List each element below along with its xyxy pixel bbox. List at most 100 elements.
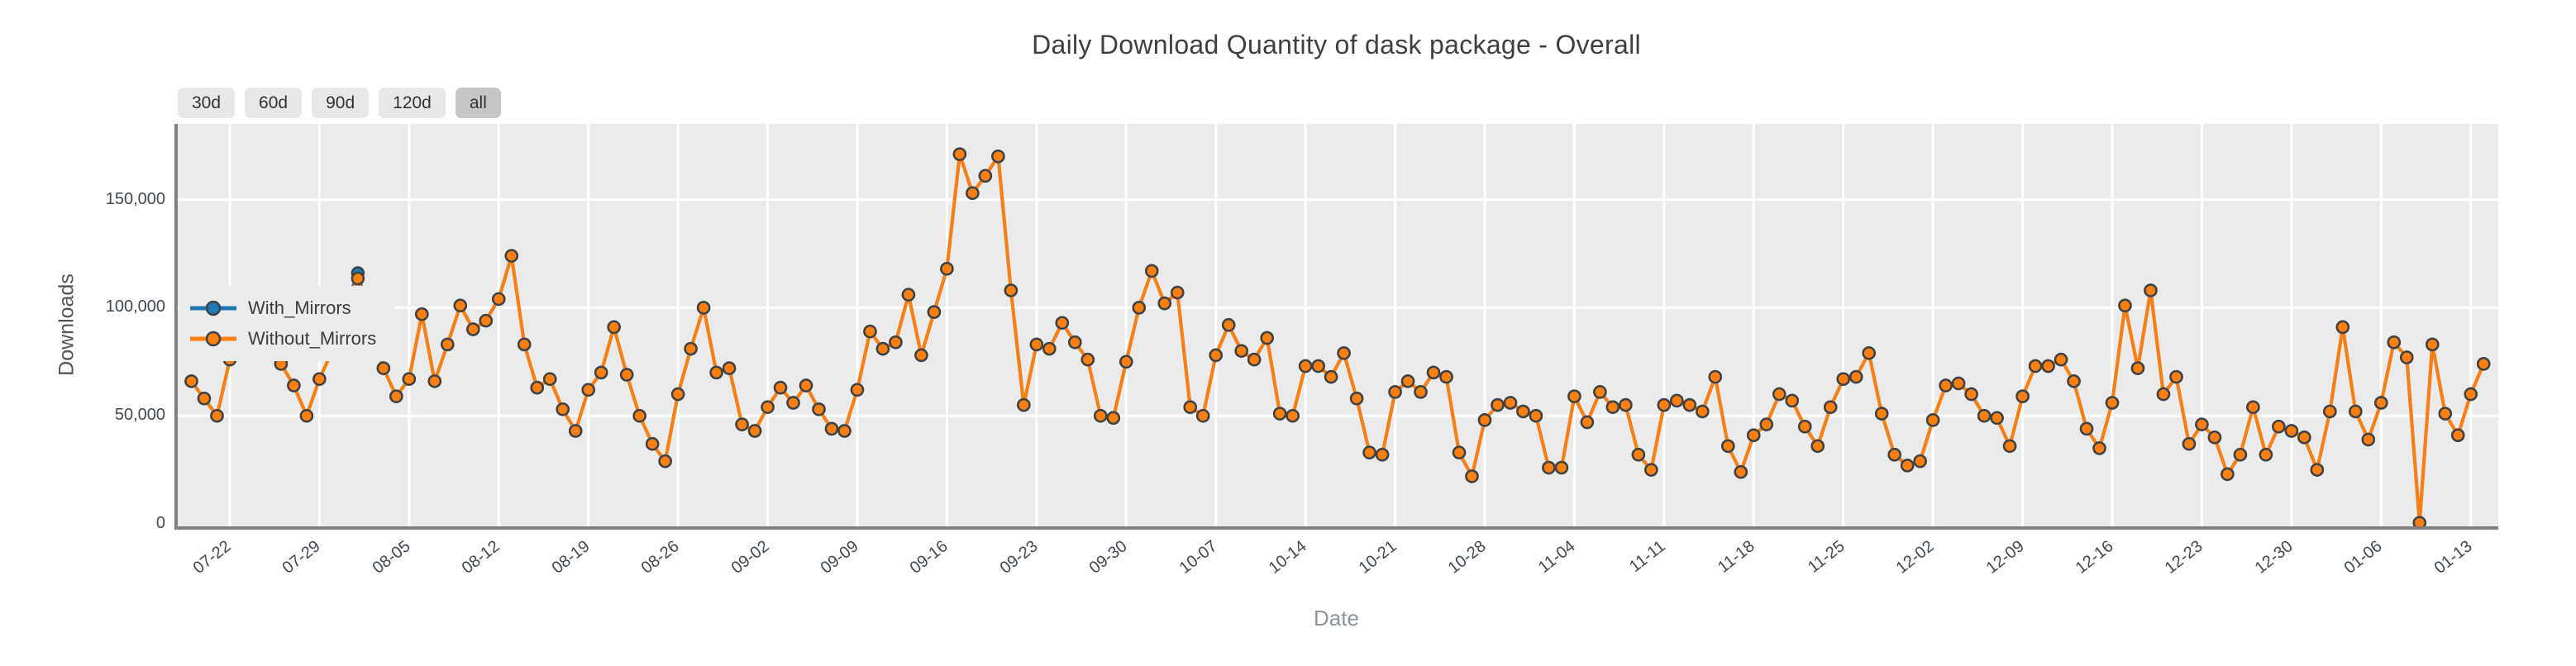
series-marker-without_mirrors [1311,359,1325,373]
series-marker-without_mirrors [1734,464,1748,479]
series-marker-without_mirrors [2067,374,2081,388]
series-marker-without_mirrors [1696,404,1710,419]
legend-item-without-mirrors[interactable]: Without_Mirrors [189,328,394,350]
x-tick-label: 10-07 [1176,537,1221,578]
series-marker-without_mirrors [1132,301,1147,315]
series-marker-without_mirrors [2361,432,2376,447]
legend-label-with-mirrors: With_Mirrors [248,297,351,318]
x-tick-label: 11-25 [1804,537,1849,577]
x-tick-label: 07-29 [279,537,324,578]
x-tick-label: 01-06 [2340,537,2386,578]
series-marker-without_mirrors [479,313,494,328]
series-marker-without_mirrors [1477,413,1492,427]
series-marker-without_mirrors [504,249,518,263]
series-marker-without_mirrors [684,341,698,356]
series-marker-without_mirrors [542,372,557,386]
series-marker-without_mirrors [594,365,608,380]
y-tick-label-100000: 100,000 [105,297,165,316]
x-tick-label: 09-02 [727,537,773,578]
legend-swatch-without-mirrors [190,331,236,347]
series-marker-without_mirrors [2349,404,2363,419]
y-axis-label: Downloads [55,274,79,376]
series-marker-without_mirrors [2195,417,2209,431]
series-marker-without_mirrors [2412,516,2427,526]
x-tick-label: 11-04 [1535,537,1579,577]
series-marker-without_mirrors [1644,463,1658,477]
series-marker-without_mirrors [2374,396,2388,410]
series-marker-without_mirrors [1145,264,1159,278]
x-tick-label: 12-16 [2072,537,2117,578]
series-marker-without_mirrors [1465,469,1479,483]
series-marker-without_mirrors [415,307,429,321]
series-marker-without_mirrors [2079,421,2094,436]
x-tick-label: 08-12 [458,537,503,578]
series-marker-without_mirrors [2144,283,2158,297]
series-marker-without_mirrors [1029,337,1044,352]
range-button-120d[interactable]: 120d [379,88,446,118]
series-marker-without_mirrors [1094,408,1108,423]
series-marker-without_mirrors [1810,439,1825,454]
series-marker-without_mirrors [1542,460,1556,475]
x-tick-label: 11-18 [1715,537,1758,577]
series-marker-without_mirrors [889,335,903,350]
series-marker-without_mirrors [696,301,711,315]
series-marker-without_mirrors [2438,407,2452,421]
series-marker-without_mirrors [2105,396,2120,410]
series-marker-without_mirrors [1708,369,1723,384]
series-marker-without_mirrors [2335,320,2350,335]
series-marker-without_mirrors [1990,411,2004,426]
x-tick-label: 08-19 [548,537,594,578]
series-marker-without_mirrors [1951,376,1966,391]
series-marker-without_mirrors [1272,407,1287,421]
series-marker-without_mirrors [427,374,442,388]
plot-area[interactable] [174,124,2498,530]
series-marker-without_mirrors [1004,283,1018,297]
legend: With_Mirrors Without_Mirrors [179,286,394,361]
series-marker-without_mirrors [1157,296,1171,311]
series-marker-without_mirrors [2400,350,2414,364]
series-marker-without_mirrors [837,424,852,438]
series-marker-without_mirrors [1426,365,1441,380]
x-tick-label: 08-05 [369,537,414,578]
series-marker-without_mirrors [863,324,877,339]
series-marker-without_mirrors [1772,387,1787,402]
series-marker-without_mirrors [2118,298,2132,313]
series-marker-without_mirrors [1209,348,1223,363]
range-button-90d[interactable]: 90d [312,88,370,118]
series-marker-without_mirrors [1195,408,1210,423]
series-marker-without_mirrors [2310,463,2325,477]
series-marker-without_mirrors [2169,369,2183,384]
range-button-all[interactable]: all [455,88,501,118]
series-marker-without_mirrors [722,361,737,375]
series-marker-without_mirrors [197,392,212,406]
series-marker-without_mirrors [824,421,839,436]
page-title: Daily Download Quantity of dask package … [1032,30,1641,59]
series-marker-without_mirrors [978,169,993,183]
range-button-30d[interactable]: 30d [178,88,236,118]
series-marker-without_mirrors [2233,448,2248,462]
x-tick-label: 09-30 [1085,537,1131,578]
series-marker-without_mirrors [1670,393,1684,408]
x-tick-label: 09-16 [907,537,952,578]
x-tick-label: 12-09 [1982,537,2028,578]
series-marker-without_mirrors [1362,445,1376,459]
range-button-60d[interactable]: 60d [245,88,303,118]
series-marker-without_mirrors [1119,354,1133,369]
series-marker-without_mirrors [1887,448,1901,462]
x-tick-label: 10-21 [1355,537,1400,578]
series-marker-without_mirrors [1042,341,1057,356]
series-marker-without_mirrors [1823,400,1838,414]
series-marker-without_mirrors [1234,344,1248,358]
series-marker-without_mirrors [1619,397,1633,412]
y-tick-label-0: 0 [155,514,165,532]
series-marker-without_mirrors [1080,352,1095,367]
series-marker-without_mirrors [645,436,660,451]
x-axis-label: Date [1314,606,1359,630]
series-marker-without_mirrors [2246,400,2260,414]
series-marker-without_mirrors [1567,389,1581,403]
legend-item-with-mirrors[interactable]: With_Mirrors [189,297,394,319]
x-tick-label: 07-22 [189,537,235,578]
series-marker-without_mirrors [1298,359,1313,373]
series-marker-without_mirrors [312,372,327,386]
